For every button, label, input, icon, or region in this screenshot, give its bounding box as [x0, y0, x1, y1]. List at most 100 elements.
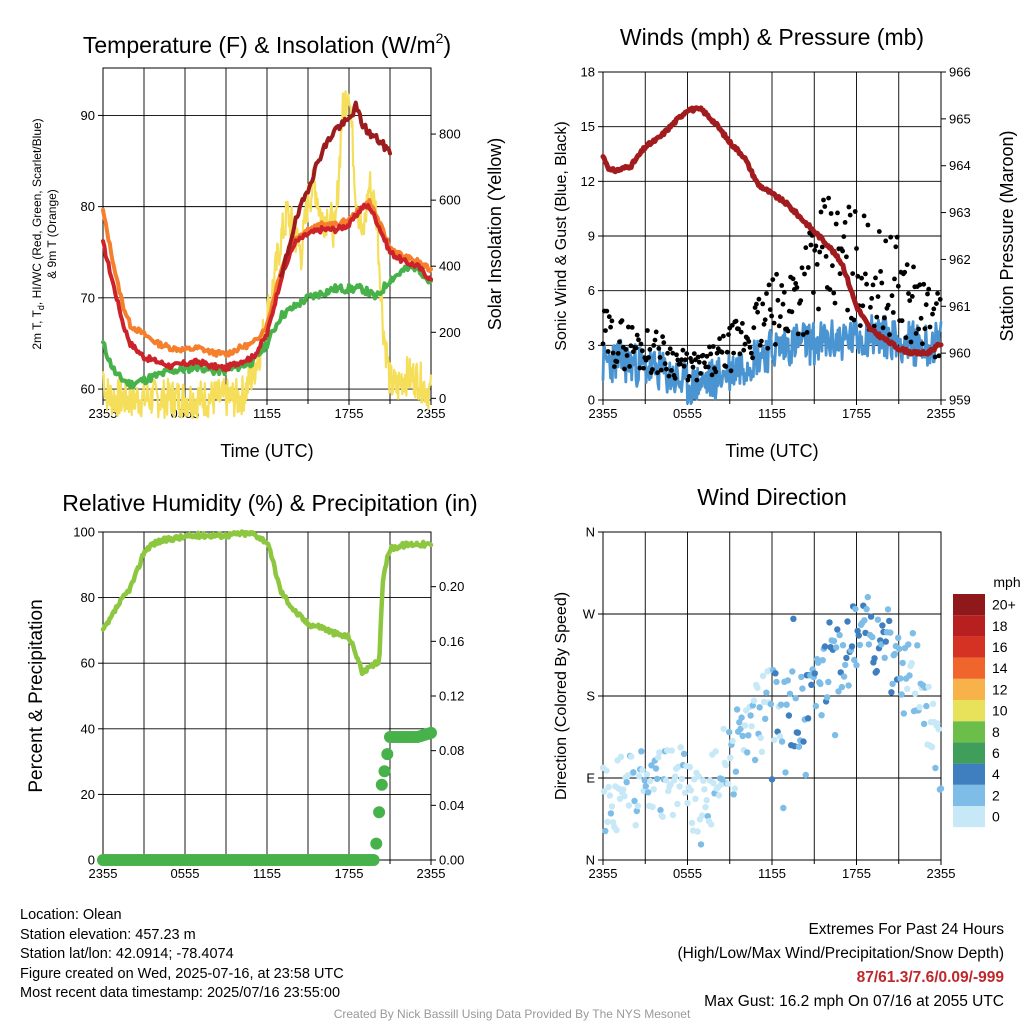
gust-point [778, 314, 783, 320]
gust-point [779, 283, 785, 288]
gust-point [702, 360, 707, 366]
gust-point [733, 318, 739, 324]
direction-point [605, 783, 612, 791]
precip-point [370, 837, 383, 850]
y-tick-label: 3 [588, 338, 595, 353]
direction-point [718, 781, 725, 788]
direction-point [708, 821, 715, 828]
gust-point [903, 335, 909, 341]
gust-point [852, 209, 858, 214]
recent-data-text: Most recent data timestamp: 2025/07/16 2… [20, 985, 341, 1001]
direction-point [887, 629, 894, 636]
gust-point [762, 317, 768, 323]
direction-point [831, 731, 839, 739]
direction-point [937, 785, 945, 792]
gust-point [639, 348, 645, 354]
gust-point [818, 209, 824, 215]
colorbar-swatch [953, 700, 985, 722]
direction-point [785, 712, 793, 719]
colorbar-tick-label: 18 [992, 618, 1008, 634]
gust-point [833, 221, 839, 227]
extremes-subtitle: (High/Low/Max Wind/Precipitation/Snow De… [677, 945, 1005, 962]
y2-tick-label: 0.04 [439, 798, 464, 813]
direction-point [620, 786, 627, 793]
y-axis-label-2: & 9m T (Orange) [45, 189, 59, 279]
gust-point [814, 262, 820, 267]
direction-point [703, 797, 710, 804]
direction-point [762, 715, 769, 722]
direction-point [751, 756, 759, 764]
y2-tick-label: 800 [439, 127, 461, 142]
gust-point [926, 286, 932, 292]
direction-point [914, 642, 921, 649]
direction-point [909, 630, 916, 637]
direction-point [865, 641, 873, 648]
gust-point [817, 249, 823, 255]
direction-point [732, 768, 740, 775]
direction-point [655, 754, 662, 761]
gust-point [766, 282, 772, 288]
station-info: Location: Olean Station elevation: 457.2… [20, 906, 344, 1004]
y2-tick-label: 963 [949, 205, 971, 220]
x-tick-label: 2355 [89, 866, 118, 881]
colorbar-swatch [953, 742, 985, 764]
gust-point [666, 373, 672, 379]
direction-point [697, 841, 705, 848]
title-end: ) [443, 32, 451, 58]
x-tick-label: 1755 [842, 406, 871, 421]
gust-point [656, 346, 662, 351]
y-tick-label: 9 [588, 229, 595, 244]
direction-point [729, 737, 736, 745]
direction-point [900, 710, 907, 717]
gust-point [726, 332, 731, 337]
created-text: Figure created on Wed, 2025-07-16, at 23… [20, 965, 344, 982]
direction-point [863, 606, 870, 613]
direction-point [798, 673, 805, 681]
y2-tick-label: 961 [949, 299, 971, 314]
panel-1: 2355 0555 1155 1755 235560708090020040060080… [30, 30, 505, 461]
x-tick-label: 1155 [758, 866, 786, 881]
x-tick-label: 0555 [673, 866, 702, 881]
direction-point [726, 728, 733, 736]
gust-point [846, 204, 852, 210]
direction-point [652, 765, 660, 772]
direction-point [748, 723, 755, 730]
chart-title: Temperature (F) & Insolation (W/m2) [83, 30, 451, 58]
direction-point [656, 749, 663, 756]
y-tick-label: 15 [581, 119, 595, 134]
gust-point [756, 296, 762, 302]
y2-tick-label: 962 [949, 252, 971, 267]
direction-point [905, 641, 912, 648]
gust-point [657, 355, 663, 360]
precip-point [373, 806, 386, 819]
direction-point [653, 775, 661, 783]
direction-point [800, 738, 807, 745]
direction-point [899, 659, 906, 667]
direction-point [782, 769, 789, 776]
direction-point [695, 773, 702, 780]
gust-point [683, 357, 688, 363]
series-rh [100, 529, 434, 677]
direction-point [895, 634, 902, 641]
direction-point [839, 642, 847, 649]
direction-point [701, 786, 708, 793]
direction-point [730, 791, 737, 798]
direction-point [759, 672, 767, 680]
gust-point [664, 366, 669, 372]
max-gust-text: Max Gust: 16.2 mph On 07/16 at 2055 UTC [704, 993, 1004, 1010]
direction-point [621, 792, 628, 800]
gust-point [798, 298, 804, 303]
precip-point [425, 726, 437, 739]
x-tick-label: 2355 [589, 866, 618, 881]
gust-point [803, 245, 809, 251]
gust-point [780, 301, 786, 307]
gust-point [746, 339, 752, 344]
gust-point [870, 282, 876, 288]
gust-point [764, 291, 769, 296]
gust-point [930, 311, 935, 317]
colorbar-swatch [953, 657, 985, 679]
gust-point [888, 234, 894, 240]
x-tick-label: 2355 [927, 406, 956, 421]
gust-point [700, 352, 706, 358]
